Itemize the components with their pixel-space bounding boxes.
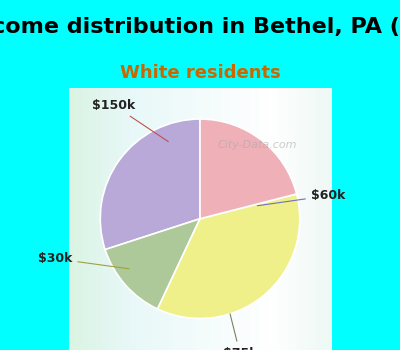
Text: $30k: $30k [38, 252, 129, 269]
Text: $75k: $75k [223, 314, 257, 350]
Wedge shape [105, 219, 200, 309]
Wedge shape [100, 119, 200, 250]
Wedge shape [158, 194, 300, 318]
Text: $60k: $60k [257, 189, 345, 206]
Text: $150k: $150k [92, 99, 168, 142]
Wedge shape [200, 119, 297, 219]
Text: City-Data.com: City-Data.com [218, 140, 298, 150]
Text: White residents: White residents [120, 64, 280, 83]
Text: Income distribution in Bethel, PA (%): Income distribution in Bethel, PA (%) [0, 18, 400, 37]
